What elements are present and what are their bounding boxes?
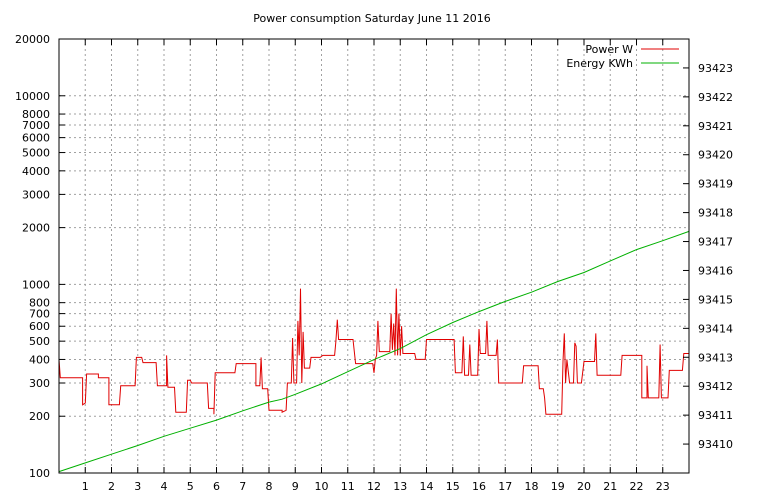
y-right-tick-label: 93421 [698, 120, 733, 133]
x-tick-label: 4 [161, 480, 168, 493]
x-tick-label: 8 [266, 480, 273, 493]
y-left-tick-label: 10000 [15, 90, 50, 103]
grid-lines [59, 39, 689, 473]
x-tick-label: 23 [656, 480, 670, 493]
y-left-tick-label: 7000 [22, 119, 50, 132]
power-series-line [58, 288, 689, 415]
y-left-tick-label: 4000 [22, 165, 50, 178]
x-tick-label: 12 [367, 480, 381, 493]
y-left-tick-label: 5000 [22, 147, 50, 160]
y-left-tick-label: 100 [29, 467, 50, 480]
chart-title: Power consumption Saturday June 11 2016 [253, 12, 490, 25]
y-left-tick-label: 500 [29, 335, 50, 348]
x-tick-label: 21 [603, 480, 617, 493]
x-tick-label: 10 [315, 480, 329, 493]
y-right-tick-label: 93416 [698, 264, 733, 277]
axis-ticks [59, 38, 689, 474]
y-right-tick-label: 93419 [698, 178, 733, 191]
y-right-tick-label: 93410 [698, 438, 733, 451]
x-tick-label: 9 [292, 480, 299, 493]
x-tick-label: 20 [577, 480, 591, 493]
legend: Power W Energy KWh [566, 43, 679, 70]
y-right-axis-labels: 93410 93411 93412 93413 93414 93415 93416 93417… [698, 62, 733, 451]
x-tick-label: 5 [187, 480, 194, 493]
x-tick-label: 18 [525, 480, 539, 493]
x-tick-label: 1 [82, 480, 89, 493]
y-left-tick-label: 700 [29, 308, 50, 321]
y-left-tick-label: 300 [29, 377, 50, 390]
y-right-tick-label: 93417 [698, 236, 733, 249]
y-left-tick-label: 20000 [15, 33, 50, 46]
energy-series-line [58, 230, 690, 473]
y-right-tick-label: 93420 [698, 149, 733, 162]
y-right-tick-label: 93423 [698, 62, 733, 75]
x-tick-label: 22 [630, 480, 644, 493]
y-right-tick-label: 93412 [698, 380, 733, 393]
x-tick-label: 6 [213, 480, 220, 493]
x-tick-label: 14 [420, 480, 434, 493]
y-right-tick-label: 93411 [698, 409, 733, 422]
plot-series [58, 230, 690, 473]
x-tick-label: 2 [108, 480, 115, 493]
y-right-tick-label: 93413 [698, 351, 733, 364]
x-tick-label: 19 [551, 480, 565, 493]
x-tick-label: 13 [393, 480, 407, 493]
y-left-tick-label: 8000 [22, 108, 50, 121]
x-tick-label: 17 [498, 480, 512, 493]
x-tick-label: 11 [341, 480, 355, 493]
x-tick-label: 15 [446, 480, 460, 493]
y-left-tick-label: 3000 [22, 188, 50, 201]
y-left-tick-label: 400 [29, 353, 50, 366]
x-tick-label: 3 [134, 480, 141, 493]
x-axis-labels: 1 2 3 4 5 6 7 8 9 10 11 12 13 14 15 16 17 18 19 20 21 22 23 [82, 480, 670, 493]
y-left-tick-label: 600 [29, 320, 50, 333]
x-tick-label: 16 [472, 480, 486, 493]
y-right-tick-label: 93414 [698, 322, 733, 335]
y-right-tick-label: 93415 [698, 293, 733, 306]
x-tick-label: 7 [239, 480, 246, 493]
y-left-tick-label: 6000 [22, 132, 50, 145]
y-left-tick-label: 200 [29, 410, 50, 423]
y-left-tick-label: 2000 [22, 222, 50, 235]
legend-label-energy: Energy KWh [566, 57, 633, 70]
y-left-tick-label: 800 [29, 297, 50, 310]
y-right-tick-label: 93418 [698, 207, 733, 220]
legend-label-power: Power W [585, 43, 633, 56]
y-left-tick-label: 1000 [22, 278, 50, 291]
y-right-tick-label: 93422 [698, 91, 733, 104]
